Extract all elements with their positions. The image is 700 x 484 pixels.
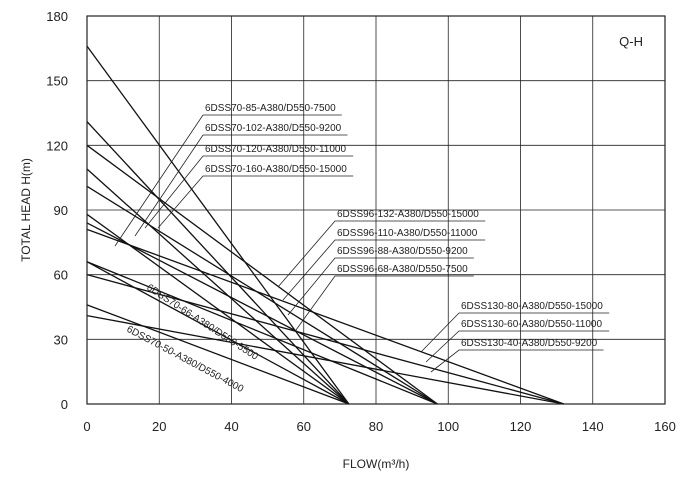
series-line — [86, 261, 350, 405]
leader-line — [157, 175, 354, 229]
x-tick-label: 100 — [437, 419, 459, 434]
series-line — [86, 185, 438, 405]
tick-labels: 0 20 40 60 80 100 120 140 160 0 30 60 90 120 150 180 — [46, 9, 676, 434]
x-tick-label: 140 — [582, 419, 604, 434]
y-tick-label: 60 — [54, 268, 68, 283]
series-labels: 6DSS70-85-A380/D550-7500 6DSS70-102-A380/… — [125, 103, 604, 395]
x-tick-label: 40 — [224, 419, 238, 434]
x-tick-label: 160 — [654, 419, 676, 434]
corner-label: Q-H — [619, 34, 643, 49]
series-lines — [86, 45, 565, 405]
y-tick-label: 150 — [46, 74, 68, 89]
leader-line — [430, 349, 604, 373]
y-tick-label: 90 — [54, 203, 68, 218]
leader-line — [277, 220, 486, 288]
leader-line — [134, 134, 348, 237]
series-line — [86, 222, 438, 405]
series-label: 6DSS70-120-A380/D550-11000 — [205, 144, 346, 155]
series-line — [86, 228, 565, 405]
series-line — [86, 274, 565, 405]
plot-frame — [86, 15, 666, 405]
y-tick-label: 180 — [46, 9, 68, 24]
series-label: 6DSS70-160-A380/D550-15000 — [205, 164, 347, 175]
leader-line — [425, 330, 610, 363]
series-label: 6DSS70-85-A380/D550-7500 — [205, 103, 336, 114]
series-line — [86, 261, 438, 405]
series-line — [86, 45, 350, 405]
series-label: 6DSS96-68-A380/D550-7500 — [337, 264, 468, 275]
series-line — [86, 168, 350, 405]
series-label: 6DSS130-80-A380/D550-15000 — [461, 301, 603, 312]
series-label: 6DSS96-110-A380/D550-11000 — [337, 228, 478, 239]
y-tick-label: 120 — [46, 138, 68, 153]
grid — [87, 16, 665, 404]
label-leaders — [114, 114, 610, 373]
series-line — [86, 314, 564, 405]
series-label: 6DSS130-60-A380/D550-11000 — [461, 319, 602, 330]
x-tick-label: 120 — [510, 419, 532, 434]
leader-line — [114, 114, 342, 247]
leader-line — [282, 239, 486, 301]
series-label: 6DSS130-40-A380/D550-9200 — [461, 338, 598, 349]
x-tick-label: 20 — [152, 419, 166, 434]
leader-line — [420, 312, 610, 353]
y-tick-label: 30 — [54, 332, 68, 347]
leader-line — [144, 155, 354, 229]
leader-line — [295, 275, 474, 331]
y-axis-label: TOTAL HEAD H(m) — [19, 158, 33, 262]
series-line — [86, 144, 438, 405]
y-tick-label: 0 — [61, 397, 68, 412]
x-axis-label: FLOW(m³/h) — [343, 457, 410, 471]
leader-line — [287, 257, 474, 316]
series-line — [86, 304, 350, 405]
x-tick-label: 60 — [297, 419, 311, 434]
x-tick-label: 0 — [83, 419, 90, 434]
series-label: 6DSS96-132-A380/D550-15000 — [337, 209, 479, 220]
series-line — [86, 121, 350, 405]
x-tick-label: 80 — [369, 419, 383, 434]
series-label: 6DSS96-88-A380/D550-9200 — [337, 246, 468, 257]
series-label: 6DSS70-102-A380/D550-9200 — [205, 123, 342, 134]
